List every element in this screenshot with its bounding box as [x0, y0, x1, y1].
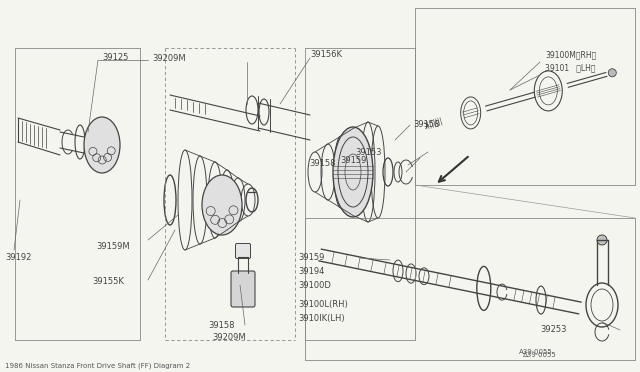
Ellipse shape — [597, 235, 607, 245]
Text: 39158: 39158 — [413, 119, 440, 128]
Text: 39153: 39153 — [355, 148, 381, 157]
Text: 39209M: 39209M — [212, 334, 246, 343]
Text: 39194: 39194 — [298, 267, 324, 276]
Text: 39100M〈RH〉: 39100M〈RH〉 — [545, 51, 596, 60]
Text: 3910IK(LH): 3910IK(LH) — [298, 314, 344, 323]
Text: 39155K: 39155K — [92, 278, 124, 286]
Ellipse shape — [608, 69, 616, 77]
Text: 39159: 39159 — [298, 253, 324, 263]
Ellipse shape — [202, 175, 242, 235]
Text: 39100L(RH): 39100L(RH) — [298, 301, 348, 310]
Text: 39100D: 39100D — [298, 282, 331, 291]
Text: 39159: 39159 — [340, 155, 366, 164]
Text: 39253: 39253 — [540, 326, 566, 334]
Text: 1986 Nissan Stanza Front Drive Shaft (FF) Diagram 2: 1986 Nissan Stanza Front Drive Shaft (FF… — [5, 363, 190, 369]
Text: 39159M: 39159M — [96, 241, 130, 250]
Text: 39158: 39158 — [208, 321, 234, 330]
Text: Δ39·0055: Δ39·0055 — [523, 352, 557, 358]
Text: 39192: 39192 — [5, 253, 31, 263]
FancyBboxPatch shape — [231, 271, 255, 307]
Text: 39209M: 39209M — [152, 54, 186, 62]
Ellipse shape — [333, 127, 373, 217]
FancyBboxPatch shape — [236, 244, 250, 259]
Text: 39125: 39125 — [102, 52, 129, 61]
Ellipse shape — [84, 117, 120, 173]
Text: 39156K: 39156K — [310, 49, 342, 58]
Text: A39·0055: A39·0055 — [519, 349, 553, 355]
Text: 39158: 39158 — [309, 158, 335, 167]
Text: 39101   〈LH〉: 39101 〈LH〉 — [545, 64, 595, 73]
